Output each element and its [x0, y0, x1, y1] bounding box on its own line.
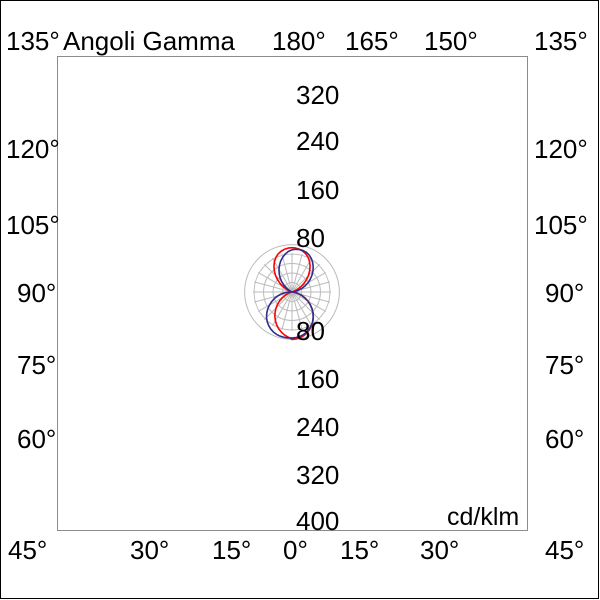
axis-label-top-4: 135°	[534, 26, 588, 56]
axis-label-left-4: 60°	[17, 424, 57, 454]
radial-tick-lower-2: 240	[296, 412, 340, 442]
axis-label-bottom-2: 15°	[212, 535, 252, 565]
axis-label-bottom-0: 45°	[8, 535, 48, 565]
series-layer	[265, 246, 315, 341]
axis-label-left-3: 75°	[17, 350, 57, 380]
radial-tick-upper-1: 240	[296, 126, 340, 156]
axis-label-top-2: 165°	[345, 26, 399, 56]
axis-label-left-1: 105°	[6, 210, 60, 240]
axis-label-top-1: 180°	[272, 26, 326, 56]
axis-label-left-0: 120°	[6, 134, 60, 164]
axis-label-bottom-6: 45°	[545, 535, 585, 565]
units-label: cd/klm	[447, 503, 520, 531]
axis-label-top-0: 135°	[6, 26, 60, 56]
radial-tick-lower-0: 80	[296, 316, 325, 346]
axis-label-right-3: 75°	[545, 350, 585, 380]
axis-label-bottom-3: 0°	[283, 535, 308, 565]
radial-tick-lower-3: 320	[296, 460, 340, 490]
plot-frame	[57, 56, 528, 531]
axis-label-right-0: 120°	[534, 134, 588, 164]
axis-label-right-2: 90°	[545, 278, 585, 308]
axis-label-bottom-4: 15°	[340, 535, 380, 565]
series-curve-2	[265, 248, 314, 339]
axis-label-right-1: 105°	[534, 210, 588, 240]
axis-label-bottom-1: 30°	[130, 535, 170, 565]
radial-tick-upper-2: 160	[296, 175, 340, 205]
axis-label-left-2: 90°	[17, 278, 57, 308]
axis-label-top-3: 150°	[424, 26, 478, 56]
axis-label-bottom-5: 30°	[420, 535, 460, 565]
axis-label-right-4: 60°	[545, 424, 585, 454]
page-title: Angoli Gamma	[63, 26, 235, 56]
radial-tick-lower-1: 160	[296, 364, 340, 394]
radial-tick-lower-4: 400	[296, 506, 340, 536]
radial-tick-upper-3: 80	[296, 223, 325, 253]
radial-tick-upper-0: 320	[296, 80, 340, 110]
